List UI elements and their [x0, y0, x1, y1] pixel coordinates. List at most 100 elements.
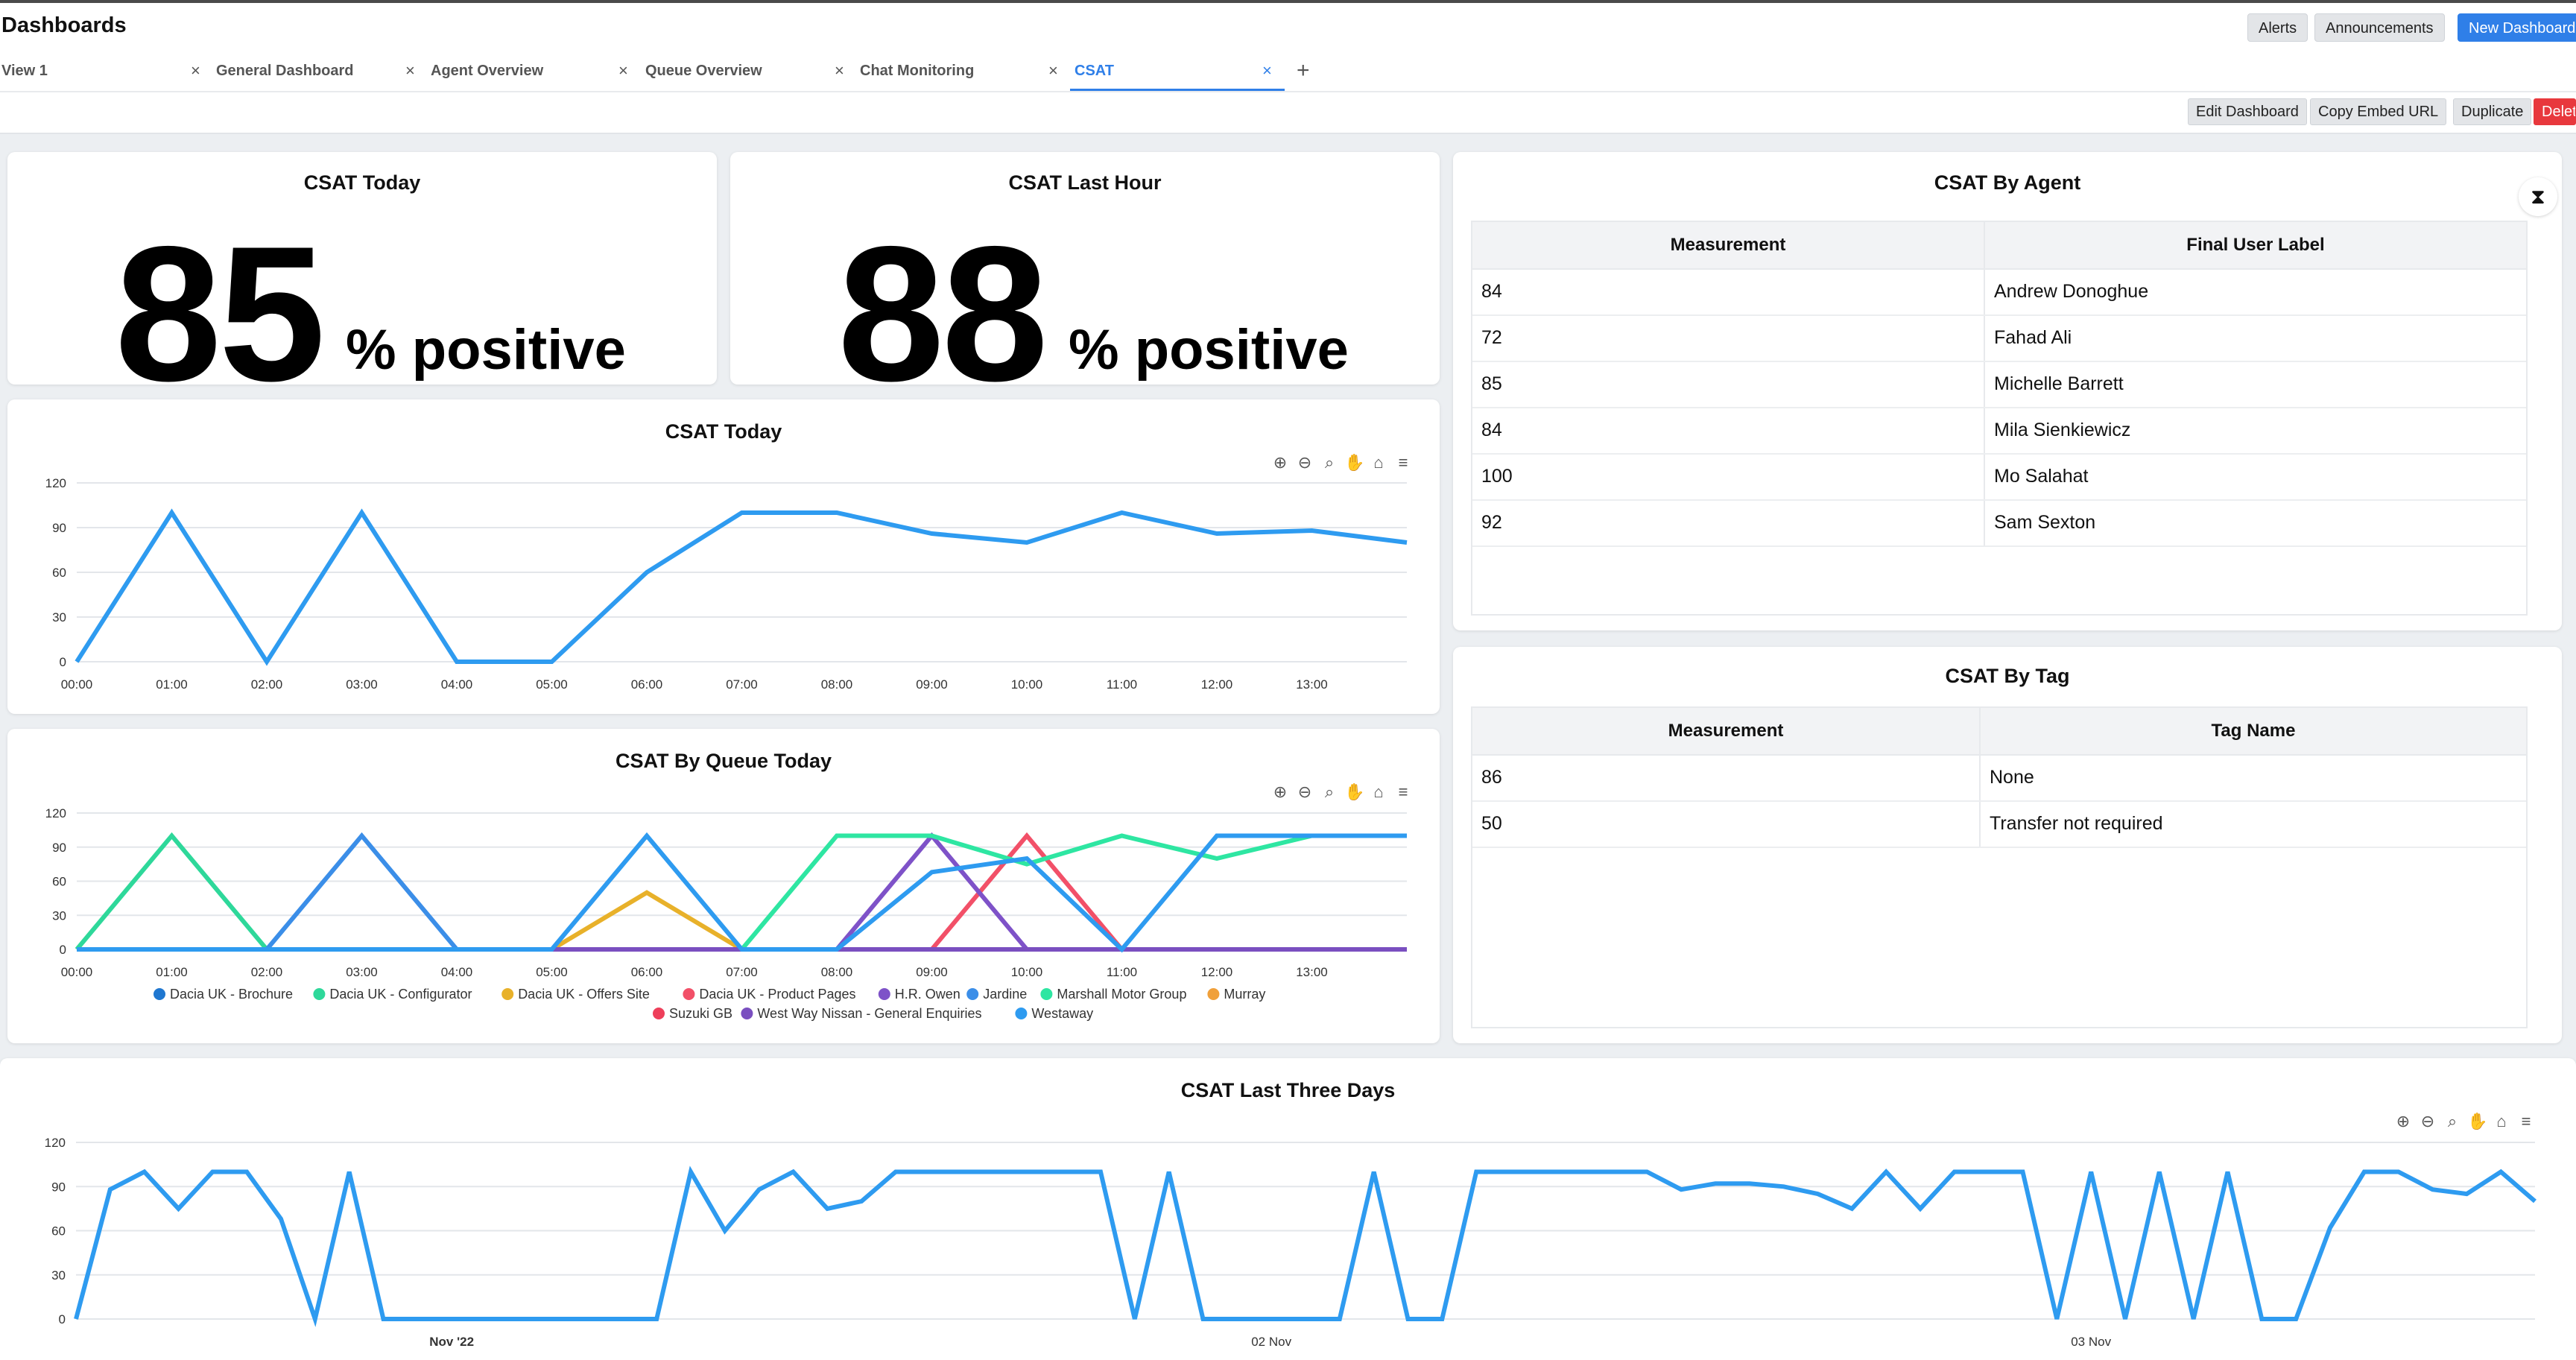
home-icon[interactable]: ⌂ — [2496, 1112, 2507, 1130]
hourglass-icon[interactable]: ⧗ — [2519, 177, 2557, 216]
zoom-in-icon[interactable]: ⊕ — [1273, 782, 1288, 801]
series-line — [75, 832, 1407, 952]
x-tick-label: 01:00 — [156, 965, 188, 979]
zoom-select-icon[interactable]: ⌕ — [2447, 1112, 2458, 1130]
zoom-select-icon[interactable]: ⌕ — [1324, 453, 1335, 472]
menu-icon[interactable]: ≡ — [2521, 1112, 2531, 1130]
legend-item[interactable]: Dacia UK - Product Pages — [699, 987, 855, 1002]
pan-hand-icon[interactable]: ✋ — [2467, 1112, 2488, 1130]
tab-queue-overview[interactable]: Queue Overview × — [645, 58, 846, 91]
csat-last-hour-value: 88 — [838, 206, 1048, 421]
tab-label: General Dashboard — [216, 63, 354, 79]
column-divider — [1979, 708, 1981, 847]
series-line — [77, 832, 1407, 952]
x-tick-label: 08:00 — [821, 677, 853, 692]
x-tick-label: 00:00 — [61, 677, 93, 692]
tab-general-dashboard[interactable]: General Dashboard × — [216, 58, 415, 91]
home-icon[interactable]: ⌂ — [1373, 782, 1384, 801]
legend-item[interactable]: Westaway — [1031, 1006, 1093, 1021]
close-icon[interactable]: × — [1048, 61, 1058, 80]
x-tick-label: 00:00 — [61, 965, 93, 979]
column-header-measurement[interactable]: Measurement — [1670, 235, 1786, 255]
close-icon[interactable]: × — [618, 61, 628, 80]
csat-today-stat-card: CSAT Today 85 % positive — [7, 152, 717, 410]
legend-item[interactable]: Jardine — [983, 987, 1027, 1002]
measurement-cell: 50 — [1481, 813, 1502, 834]
tab-csat[interactable]: CSAT × — [1070, 58, 1285, 91]
legend-item[interactable]: H.R. Owen — [895, 987, 961, 1002]
zoom-out-icon[interactable]: ⊖ — [2420, 1112, 2435, 1130]
x-tick-label: 02:00 — [251, 965, 283, 979]
duplicate-button[interactable]: Duplicate — [2453, 98, 2532, 125]
edit-dashboard-button[interactable]: Edit Dashboard — [2188, 98, 2307, 125]
menu-icon[interactable]: ≡ — [1398, 453, 1408, 472]
column-header-tag-name[interactable]: Tag Name — [2211, 721, 2296, 741]
csat-by-tag-table: Measurement Tag Name 86 None 50 Transfer… — [1471, 706, 2528, 1028]
close-icon[interactable]: × — [405, 61, 415, 80]
copy-embed-url-button[interactable]: Copy Embed URL — [2310, 98, 2447, 125]
column-header-final-user-label[interactable]: Final User Label — [2186, 235, 2325, 255]
tag-cell: None — [1990, 767, 2034, 788]
pan-hand-icon[interactable]: ✋ — [1344, 453, 1365, 472]
x-tick-label: 12:00 — [1201, 965, 1233, 979]
y-tick-label: 90 — [52, 841, 66, 855]
legend-item[interactable]: Marshall Motor Group — [1057, 987, 1186, 1002]
y-tick-label: 90 — [51, 1180, 66, 1194]
close-icon[interactable]: × — [191, 61, 200, 80]
csat-last-hour-unit: % positive — [1069, 318, 1349, 382]
y-tick-label: 90 — [52, 521, 66, 535]
csat-by-tag-card: CSAT By Tag Measurement Tag Name 86 None… — [1453, 647, 2562, 1043]
card-title: CSAT By Tag — [1945, 665, 2070, 687]
legend-item[interactable]: Dacia UK - Configurator — [329, 987, 472, 1002]
csat-by-queue-chart: 0 30 60 90 120 00:00 01:00 02:00 03:00 04:00 05:00… — [45, 806, 1407, 1021]
table-row: 85 Michelle Barrett — [1472, 361, 2526, 408]
legend-item[interactable]: Suzuki GB — [669, 1006, 732, 1021]
legend-marker — [653, 1008, 665, 1019]
x-tick-label: 11:00 — [1107, 965, 1137, 979]
close-icon[interactable]: × — [1262, 61, 1272, 80]
pan-hand-icon[interactable]: ✋ — [1344, 782, 1365, 801]
app-title: Dashboards — [1, 13, 127, 37]
zoom-in-icon[interactable]: ⊕ — [1273, 453, 1288, 472]
x-tick-label: 13:00 — [1296, 965, 1328, 979]
x-tick-label: 03:00 — [346, 677, 378, 692]
y-tick-label: 30 — [51, 1268, 66, 1282]
x-tick-label: 10:00 — [1011, 965, 1043, 979]
zoom-out-icon[interactable]: ⊖ — [1297, 782, 1312, 801]
legend-item[interactable]: Dacia UK - Brochure — [170, 987, 293, 1002]
tab-view-1[interactable]: View 1 × — [1, 58, 203, 91]
y-tick-label: 0 — [60, 655, 66, 669]
tab-agent-overview[interactable]: Agent Overview × — [431, 58, 632, 91]
x-tick-label: 09:00 — [916, 677, 948, 692]
y-tick-label: 0 — [60, 943, 66, 957]
legend-marker — [966, 988, 979, 1000]
legend-marker — [1207, 988, 1220, 1000]
tab-chat-monitoring[interactable]: Chat Monitoring × — [860, 58, 1065, 91]
csat-last-hour-stat-card: CSAT Last Hour 88 % positive — [730, 152, 1440, 410]
announcements-button[interactable]: Announcements — [2314, 13, 2445, 42]
series-line — [77, 832, 1407, 952]
card-title: CSAT Last Three Days — [1180, 1079, 1396, 1101]
card-title: CSAT Last Hour — [1008, 171, 1162, 194]
close-icon[interactable]: × — [835, 61, 844, 80]
zoom-in-icon[interactable]: ⊕ — [2396, 1112, 2411, 1130]
measurement-cell: 84 — [1481, 281, 1502, 302]
menu-icon[interactable]: ≡ — [1398, 782, 1408, 801]
delete-button[interactable]: Delete — [2534, 98, 2576, 125]
home-icon[interactable]: ⌂ — [1373, 453, 1384, 472]
column-header-measurement[interactable]: Measurement — [1668, 721, 1784, 741]
legend-item[interactable]: Dacia UK - Offers Site — [518, 987, 650, 1002]
y-tick-label: 120 — [45, 1136, 66, 1150]
tab-label: CSAT — [1075, 63, 1114, 79]
alerts-button[interactable]: Alerts — [2247, 13, 2308, 42]
legend-item[interactable]: West Way Nissan - General Enquiries — [757, 1006, 981, 1021]
table-row: 84 Andrew Donoghue — [1472, 268, 2526, 316]
y-tick-label: 30 — [52, 908, 66, 923]
legend-item[interactable]: Murray — [1224, 987, 1265, 1002]
csat-three-days-chart-card: CSAT Last Three Days ⊕ ⊖ ⌕ ✋ ⌂ ≡ 0 30 60 90 120 No… — [0, 1058, 2576, 1360]
add-tab-icon[interactable]: + — [1297, 58, 1310, 83]
zoom-out-icon[interactable]: ⊖ — [1297, 453, 1312, 472]
new-dashboard-button[interactable]: New Dashboard — [2458, 13, 2576, 42]
zoom-select-icon[interactable]: ⌕ — [1324, 782, 1335, 801]
x-tick-label: 06:00 — [631, 965, 663, 979]
